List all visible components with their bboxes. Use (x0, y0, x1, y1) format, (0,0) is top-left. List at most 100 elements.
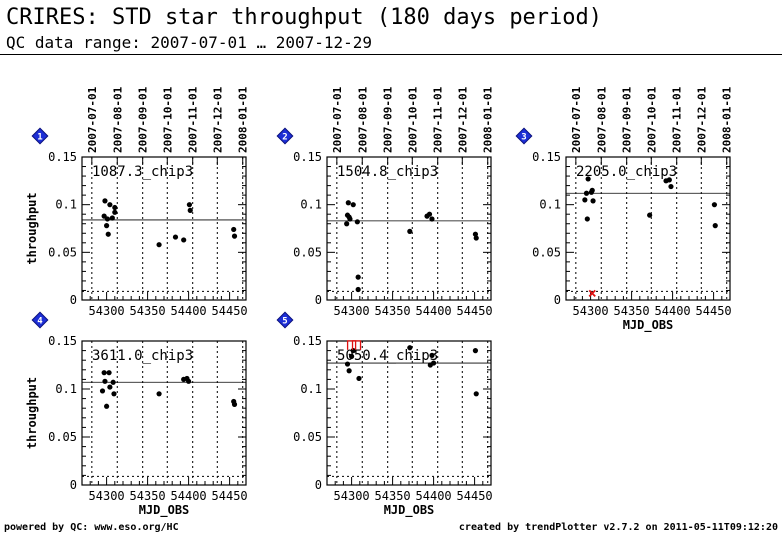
x-tick-label: 54450 (696, 304, 732, 318)
date-tick-label: 2008-01-01 (721, 86, 734, 153)
panel-3: 0 0.05 0.1 0.15 54300 54350 54400 54450 2007-07-… (515, 86, 734, 333)
x-tick-label: 54400 (655, 304, 691, 318)
panel-number-badge (276, 311, 294, 329)
data-point (109, 215, 115, 221)
panel-number: 4 (37, 317, 43, 327)
y-axis-label: throughput (25, 377, 39, 449)
date-tick-label: 2007-09-01 (137, 86, 150, 153)
outlier-point (346, 340, 357, 350)
data-point (647, 212, 653, 218)
date-tick-label: 2007-08-01 (356, 86, 369, 153)
x-axis-label: MJD_OBS (623, 318, 674, 333)
date-tick-label: 2007-09-01 (621, 86, 634, 153)
y-tick-label: 0.05 (532, 245, 561, 259)
outlier-mark (588, 289, 596, 297)
x-tick-label: 54400 (416, 304, 452, 318)
series-label: 1087.3_chip3 (92, 164, 193, 180)
data-point (589, 187, 595, 193)
y-tick-label: 0.1 (300, 198, 322, 212)
data-point (181, 237, 187, 243)
x-tick-label: 54400 (416, 489, 452, 503)
panel-number: 5 (282, 317, 287, 327)
date-tick-label: 2007-10-01 (161, 86, 174, 153)
footer-right: created by trendPlotter v2.7.2 on 2011-0… (458, 522, 778, 533)
y-tick-label: 0.05 (48, 245, 77, 259)
y-tick-label: 0 (70, 293, 77, 307)
panel-1: 0 0.05 0.1 0.15 54300 54350 54400 54450 2007-07-… (25, 86, 250, 318)
data-point (231, 401, 238, 407)
x-axis-label: MJD_OBS (384, 503, 435, 518)
data-point (711, 202, 718, 208)
data-point (107, 202, 113, 208)
data-point (350, 202, 356, 208)
data-point (472, 348, 479, 354)
date-tick-label: 2007-07-01 (570, 86, 583, 153)
data-point (104, 223, 110, 229)
footer-left: powered by QC: www.eso.org/HC (4, 522, 179, 533)
y-tick-label: 0.15 (48, 334, 77, 348)
data-point (354, 219, 360, 225)
date-tick-label: 2007-10-01 (406, 86, 419, 153)
data-point (105, 231, 111, 237)
data-point (473, 235, 479, 241)
data-point (106, 370, 112, 376)
x-tick-label: 54450 (457, 489, 493, 503)
data-point (345, 200, 351, 206)
x-tick-label: 54300 (573, 304, 609, 318)
x-tick-label: 54450 (212, 304, 248, 318)
date-tick-label: 2007-07-01 (331, 86, 344, 153)
date-tick-label: 2007-07-01 (86, 86, 99, 153)
data-point (112, 204, 118, 211)
data-point (349, 353, 355, 359)
y-tick-label: 0.1 (539, 198, 561, 212)
data-point (186, 378, 192, 384)
panel-number-badge (515, 127, 533, 145)
data-point (156, 242, 162, 248)
y-tick-label: 0.1 (55, 382, 77, 396)
date-tick-label: 2008-01-01 (237, 86, 250, 153)
x-tick-label: 54350 (375, 304, 411, 318)
outlier-point (351, 340, 362, 350)
data-point (355, 286, 361, 293)
data-point (473, 391, 479, 397)
panel-4: 0 0.05 0.1 0.15 54300 54350 54400 54450 3611.0_c… (25, 311, 248, 518)
data-point (712, 223, 718, 229)
x-tick-label: 54300 (334, 489, 370, 503)
data-point (112, 209, 118, 215)
data-point (101, 370, 107, 376)
date-tick-label: 2007-12-01 (211, 86, 224, 153)
panel-number: 1 (37, 133, 42, 143)
x-tick-label: 54350 (130, 304, 166, 318)
page-title: CRIRES: STD star throughput (180 days pe… (6, 5, 603, 30)
x-tick-label: 54400 (171, 489, 207, 503)
data-point (407, 228, 413, 234)
data-point (344, 221, 350, 227)
panel-number-badge (31, 311, 49, 329)
data-point (407, 345, 413, 351)
x-tick-label: 54450 (212, 489, 248, 503)
x-tick-label: 54350 (130, 489, 166, 503)
series-label: 3611.0_chip3 (92, 348, 193, 364)
data-point (186, 202, 193, 208)
data-point (107, 384, 113, 390)
x-tick-label: 54350 (614, 304, 650, 318)
y-tick-label: 0 (315, 478, 322, 492)
data-point (187, 207, 193, 213)
x-tick-label: 54350 (375, 489, 411, 503)
data-point (172, 234, 179, 240)
data-point (355, 274, 361, 280)
data-point (231, 233, 238, 239)
date-tick-label: 2007-08-01 (595, 86, 608, 153)
data-point (584, 216, 590, 222)
panel-number-badge (276, 127, 294, 145)
panel-number: 3 (521, 133, 526, 143)
y-tick-label: 0.15 (293, 334, 322, 348)
y-tick-label: 0.05 (293, 430, 322, 444)
x-tick-label: 54300 (334, 304, 370, 318)
x-tick-label: 54300 (89, 304, 125, 318)
data-point (346, 368, 352, 374)
date-tick-label: 2007-09-01 (382, 86, 395, 153)
data-point (668, 183, 674, 190)
x-axis-label: MJD_OBS (139, 503, 190, 518)
